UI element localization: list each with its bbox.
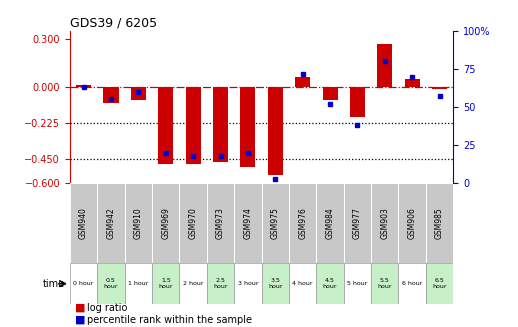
Bar (234, 263, 262, 304)
Text: time: time (42, 279, 65, 289)
Text: GSM973: GSM973 (216, 207, 225, 239)
Bar (405, 79, 420, 87)
Bar (350, 87, 365, 117)
Bar (268, 87, 283, 175)
Bar (152, 263, 179, 304)
Bar (344, 263, 371, 304)
Bar (289, 183, 316, 263)
Bar (207, 183, 234, 263)
Text: 1.5
hour: 1.5 hour (159, 279, 173, 289)
Bar (323, 87, 338, 100)
Text: 5.5
hour: 5.5 hour (378, 279, 392, 289)
Text: GSM940: GSM940 (79, 207, 88, 239)
Bar (213, 87, 228, 162)
Bar (158, 87, 174, 164)
Bar (426, 263, 453, 304)
Bar (398, 183, 426, 263)
Bar (295, 77, 310, 87)
Bar (125, 183, 152, 263)
Bar (426, 183, 453, 263)
Text: 4 hour: 4 hour (292, 281, 313, 286)
Bar (377, 44, 392, 87)
Text: GSM903: GSM903 (380, 207, 390, 239)
Text: GSM976: GSM976 (298, 207, 307, 239)
Bar (234, 183, 262, 263)
Bar (76, 85, 91, 87)
Text: 3 hour: 3 hour (238, 281, 258, 286)
Bar (104, 87, 119, 103)
Text: 0.5
hour: 0.5 hour (104, 279, 118, 289)
Text: 3.5
hour: 3.5 hour (268, 279, 282, 289)
Text: GSM969: GSM969 (161, 207, 170, 239)
Text: percentile rank within the sample: percentile rank within the sample (87, 315, 252, 325)
Bar (398, 263, 426, 304)
Text: 6 hour: 6 hour (402, 281, 422, 286)
Text: GSM970: GSM970 (189, 207, 198, 239)
Bar (152, 183, 179, 263)
Text: GSM977: GSM977 (353, 207, 362, 239)
Bar (371, 183, 398, 263)
Bar (240, 87, 255, 167)
Bar (316, 183, 344, 263)
Text: 4.5
hour: 4.5 hour (323, 279, 337, 289)
Bar (316, 263, 344, 304)
Bar (371, 263, 398, 304)
Bar (207, 263, 234, 304)
Bar (179, 263, 207, 304)
Text: GSM906: GSM906 (408, 207, 416, 239)
Text: 6.5
hour: 6.5 hour (433, 279, 447, 289)
Text: log ratio: log ratio (87, 303, 127, 313)
Bar (97, 263, 125, 304)
Text: 2.5
hour: 2.5 hour (213, 279, 228, 289)
Text: 5 hour: 5 hour (347, 281, 368, 286)
Text: GSM942: GSM942 (107, 207, 116, 239)
Bar (125, 263, 152, 304)
Bar (262, 263, 289, 304)
Bar (289, 263, 316, 304)
Text: 1 hour: 1 hour (128, 281, 149, 286)
Text: 2 hour: 2 hour (183, 281, 204, 286)
Bar (432, 87, 447, 89)
Text: GSM984: GSM984 (325, 207, 335, 239)
Bar (179, 183, 207, 263)
Text: ■: ■ (75, 303, 85, 313)
Bar (131, 87, 146, 100)
Text: GSM910: GSM910 (134, 207, 143, 239)
Text: 0 hour: 0 hour (74, 281, 94, 286)
Bar (344, 183, 371, 263)
Bar (185, 87, 200, 164)
Bar (262, 183, 289, 263)
Text: GSM985: GSM985 (435, 207, 444, 239)
Bar (70, 263, 97, 304)
Text: GDS39 / 6205: GDS39 / 6205 (70, 17, 157, 30)
Text: GSM975: GSM975 (271, 207, 280, 239)
Text: ■: ■ (75, 315, 85, 325)
Bar (70, 183, 97, 263)
Bar (97, 183, 125, 263)
Text: GSM974: GSM974 (243, 207, 252, 239)
